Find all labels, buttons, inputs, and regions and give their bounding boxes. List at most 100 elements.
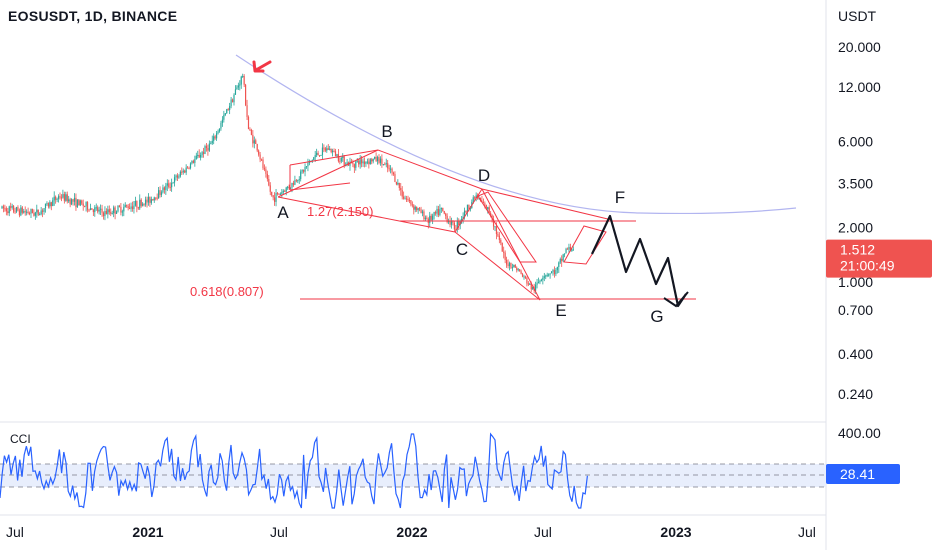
candle-body (417, 208, 419, 211)
candle-body (163, 187, 165, 190)
candle-body (50, 202, 52, 207)
trend-line (454, 231, 541, 301)
candle-body (353, 164, 355, 168)
time-tick-label: 2022 (396, 524, 427, 540)
candle-body (456, 221, 458, 230)
candle-body (123, 207, 125, 212)
candle-body (245, 84, 247, 106)
candle-body (153, 197, 155, 201)
cci-layer: 28.41 (0, 432, 900, 509)
candle-body (150, 199, 152, 203)
cci-axis-label: 400.00 (838, 425, 881, 441)
candle-body (124, 205, 126, 208)
candle-body (134, 201, 136, 206)
candle-body (519, 269, 521, 272)
candle-body (381, 158, 383, 165)
candle-body (292, 182, 295, 185)
candle-body (175, 175, 177, 178)
candle-body (147, 196, 150, 203)
candle-body (115, 211, 118, 214)
candle-body (429, 215, 431, 223)
candle-body (553, 270, 556, 275)
candle-body (107, 209, 109, 215)
candle-body (62, 194, 64, 198)
candle-body (24, 211, 26, 213)
candle-body (362, 161, 364, 164)
candle-body (265, 169, 267, 174)
candle-body (482, 202, 484, 204)
candle-body (430, 215, 432, 220)
candle-body (501, 242, 503, 252)
candle-body (129, 208, 131, 210)
candle-body (246, 105, 248, 117)
candle-body (487, 207, 489, 210)
candle-body (10, 206, 12, 208)
candle-body (49, 202, 51, 207)
arc-curve (235, 54, 797, 215)
candle-body (314, 155, 316, 158)
wave-label: C (456, 240, 468, 259)
candle-body (46, 203, 48, 205)
candle-body (363, 161, 366, 164)
candle-body (376, 157, 379, 162)
candle-body (330, 148, 332, 153)
candle-body (566, 248, 569, 250)
candle-body (78, 199, 80, 206)
candle-body (104, 210, 106, 217)
candle-body (336, 154, 338, 157)
candle-body (23, 211, 25, 213)
candle-body (71, 199, 73, 205)
candle-body (239, 84, 241, 86)
current-price-countdown: 21:00:49 (840, 258, 895, 274)
candle-body (256, 143, 258, 151)
candle-body (263, 168, 266, 170)
candle-body (404, 198, 406, 200)
candle-body (326, 148, 328, 151)
candle-body (316, 152, 318, 156)
candle-body (79, 200, 81, 206)
candle-body (561, 259, 563, 261)
candle-body (249, 129, 251, 131)
candle-body (369, 159, 371, 165)
cci-indicator-label[interactable]: CCI (10, 432, 31, 446)
candle-body (434, 212, 437, 214)
candle-body (173, 177, 176, 183)
candle-body (368, 161, 370, 165)
price-tick-label: 12.000 (838, 79, 881, 95)
candle-body (282, 190, 284, 193)
candle-body (217, 131, 219, 134)
candle-body (285, 187, 287, 192)
candle-body (526, 277, 528, 284)
candle-body (198, 154, 200, 158)
candle-body (278, 193, 280, 195)
candle-body (226, 109, 228, 114)
candle-body (485, 204, 487, 210)
candle-body (488, 207, 490, 213)
candle-body (474, 197, 476, 199)
candle-body (530, 283, 532, 290)
candle-body (535, 284, 537, 291)
candle-body (468, 204, 470, 210)
candle-body (53, 196, 55, 201)
candle-body (258, 150, 260, 155)
candle-body (503, 251, 505, 253)
candle-body (42, 210, 44, 212)
candle-body (334, 151, 337, 157)
candle-body (419, 208, 421, 210)
candle-body (136, 201, 138, 208)
candle-body (329, 148, 331, 150)
candle-body (117, 205, 119, 212)
candle-body (403, 196, 405, 199)
candle-body (375, 156, 377, 162)
candle-body (498, 235, 500, 240)
candle-body (242, 75, 244, 77)
candle-body (40, 210, 42, 215)
candle-body (110, 212, 112, 214)
candle-body (355, 161, 357, 168)
candle-body (432, 215, 434, 220)
candle-body (221, 119, 223, 123)
candle-body (450, 220, 453, 225)
candle-body (446, 215, 448, 223)
candle-body (250, 130, 252, 135)
